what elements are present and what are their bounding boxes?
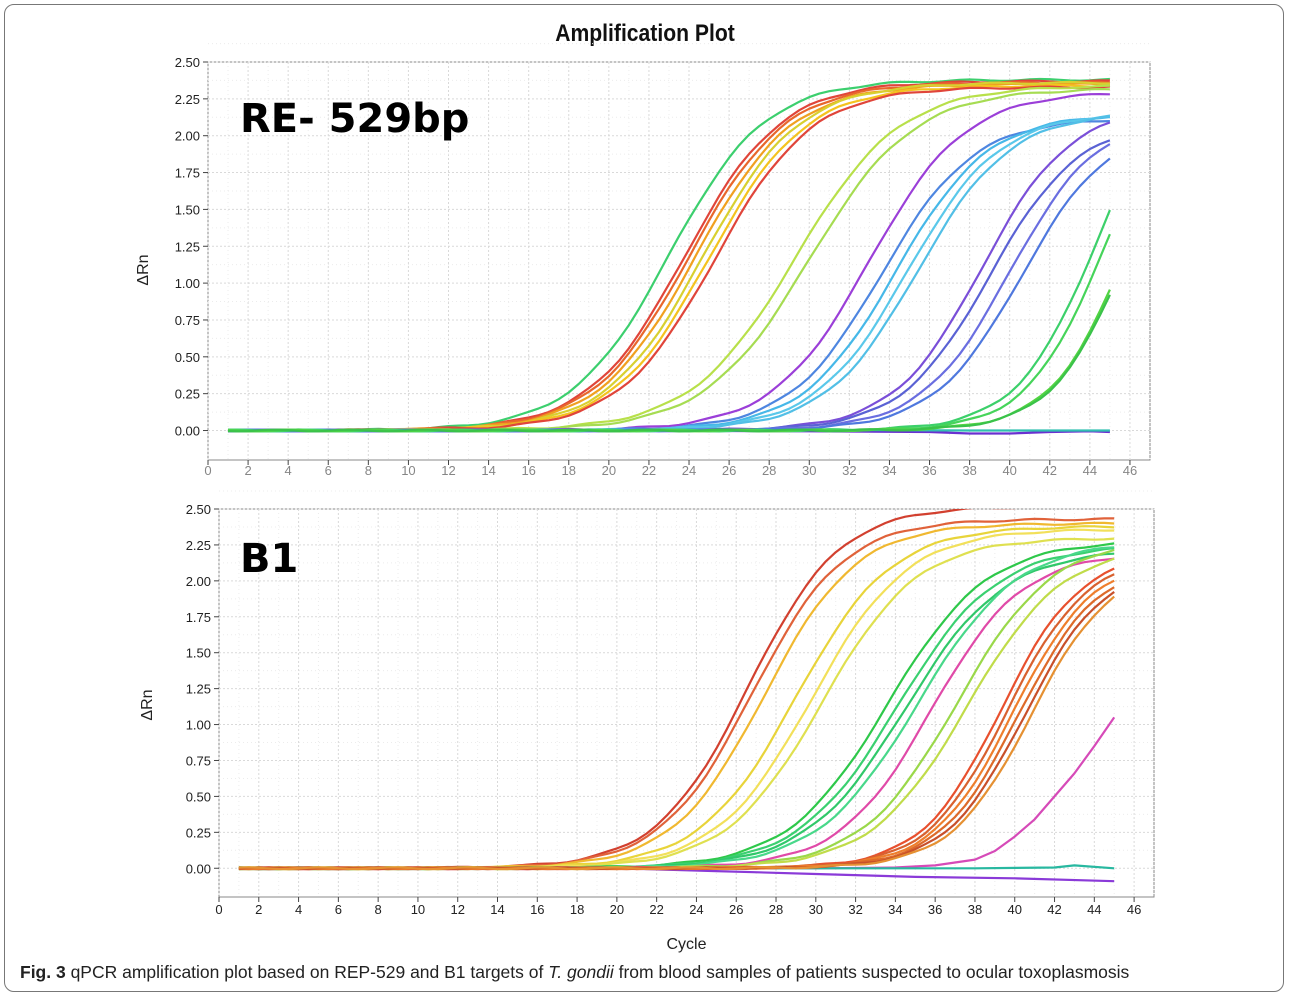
x-tick-label: 4 [285,463,292,478]
x-tick-label: 6 [325,463,332,478]
figure-caption: Fig. 3 qPCR amplification plot based on … [20,962,1129,983]
caption-text-a: qPCR amplification plot based on REP-529… [70,962,549,982]
figure-frame [4,4,1284,992]
x-tick-label: 26 [722,463,736,478]
figure-title: Amplification Plot [555,20,735,47]
y-tick-label: 0.75 [175,313,200,328]
y-tick-label: 2.25 [175,92,200,107]
y-tick-label: 1.25 [175,239,200,254]
x-tick-label: 38 [968,902,982,917]
x-tick-label: 44 [1083,463,1097,478]
y-tick-label: 1.75 [186,610,211,625]
x-tick-label: 38 [962,463,976,478]
x-tick-label: 8 [375,902,382,917]
y-tick-label: 0.50 [175,350,200,365]
x-tick-label: 46 [1123,463,1137,478]
x-tick-label: 36 [928,902,942,917]
y-tick-label: 2.50 [175,55,200,70]
panel-label: RE- 529bp [240,96,469,142]
x-tick-label: 24 [682,463,696,478]
x-tick-label: 12 [441,463,455,478]
caption-text-b: from blood samples of patients suspected… [613,962,1130,982]
x-tick-label: 16 [521,463,535,478]
x-tick-label: 32 [848,902,862,917]
x-tick-label: 18 [562,463,576,478]
y-tick-label: 0.25 [186,825,211,840]
chart-panel-2: 0.00 0.25 0.50 0.75 1.00 1.25 1.50 1.75 2.00 2.25… [139,490,1155,953]
y-tick-label: 1.50 [186,646,211,661]
x-tick-label: 28 [769,902,783,917]
y-tick-label: 1.25 [186,682,211,697]
panel-label: B1 [240,536,298,582]
y-tick-label: 1.00 [186,718,211,733]
series-group [238,509,1116,883]
caption-label: Fig. 3 [20,962,66,982]
x-tick-label: 44 [1087,902,1101,917]
x-tick-label: 8 [365,463,372,478]
x-tick-label: 46 [1127,902,1141,917]
x-tick-label: 4 [295,902,302,917]
x-tick-label: 32 [842,463,856,478]
y-tick-label: 2.25 [186,538,211,553]
x-tick-label: 40 [1008,902,1022,917]
x-tick-label: 10 [401,463,415,478]
x-tick-label: 22 [642,463,656,478]
x-tick-label: 2 [244,463,251,478]
caption-italic: T. gondii [548,962,614,982]
x-tick-label: 14 [481,463,495,478]
y-tick-label: 2.50 [186,502,211,517]
y-axis-label: ΔRn [135,254,152,285]
series-group [227,77,1111,435]
x-tick-label: 34 [888,902,902,917]
x-tick-label: 20 [602,463,616,478]
y-tick-label: 0.00 [175,424,200,439]
x-tick-label: 22 [649,902,663,917]
x-tick-label: 42 [1047,902,1061,917]
y-tick-label: 1.00 [175,276,200,291]
x-tick-label: 42 [1043,463,1057,478]
x-tick-label: 30 [809,902,823,917]
y-tick-label: 0.75 [186,753,211,768]
y-tick-label: 1.75 [175,166,200,181]
x-tick-label: 24 [689,902,703,917]
x-tick-label: 10 [411,902,425,917]
x-tick-label: 6 [335,902,342,917]
x-tick-label: 16 [530,902,544,917]
x-tick-label: 40 [1002,463,1016,478]
y-tick-label: 2.00 [186,574,211,589]
x-tick-label: 36 [922,463,936,478]
y-tick-label: 0.25 [175,387,200,402]
y-tick-label: 0.00 [186,861,211,876]
x-tick-label: 0 [215,902,222,917]
x-tick-label: 18 [570,902,584,917]
amplification-series-line-22 [227,294,1111,433]
x-tick-label: 0 [204,463,211,478]
y-axis-label: ΔRn [139,689,156,720]
y-tick-label: 0.50 [186,789,211,804]
y-tick-label: 1.50 [175,202,200,217]
amplification-series-line-19 [238,595,1115,871]
x-tick-label: 28 [762,463,776,478]
x-tick-label: 30 [802,463,816,478]
y-tick-label: 2.00 [175,129,200,144]
x-tick-label: 2 [255,902,262,917]
x-tick-label: 26 [729,902,743,917]
x-tick-label: 14 [490,902,504,917]
x-tick-label: 34 [882,463,896,478]
x-tick-label: 20 [610,902,624,917]
x-tick-label: 12 [450,902,464,917]
chart-panel-1: 0.00 0.25 0.50 0.75 1.00 1.25 1.50 1.75 2.00 2.25… [135,43,1151,478]
x-axis-label: Cycle [666,936,706,953]
